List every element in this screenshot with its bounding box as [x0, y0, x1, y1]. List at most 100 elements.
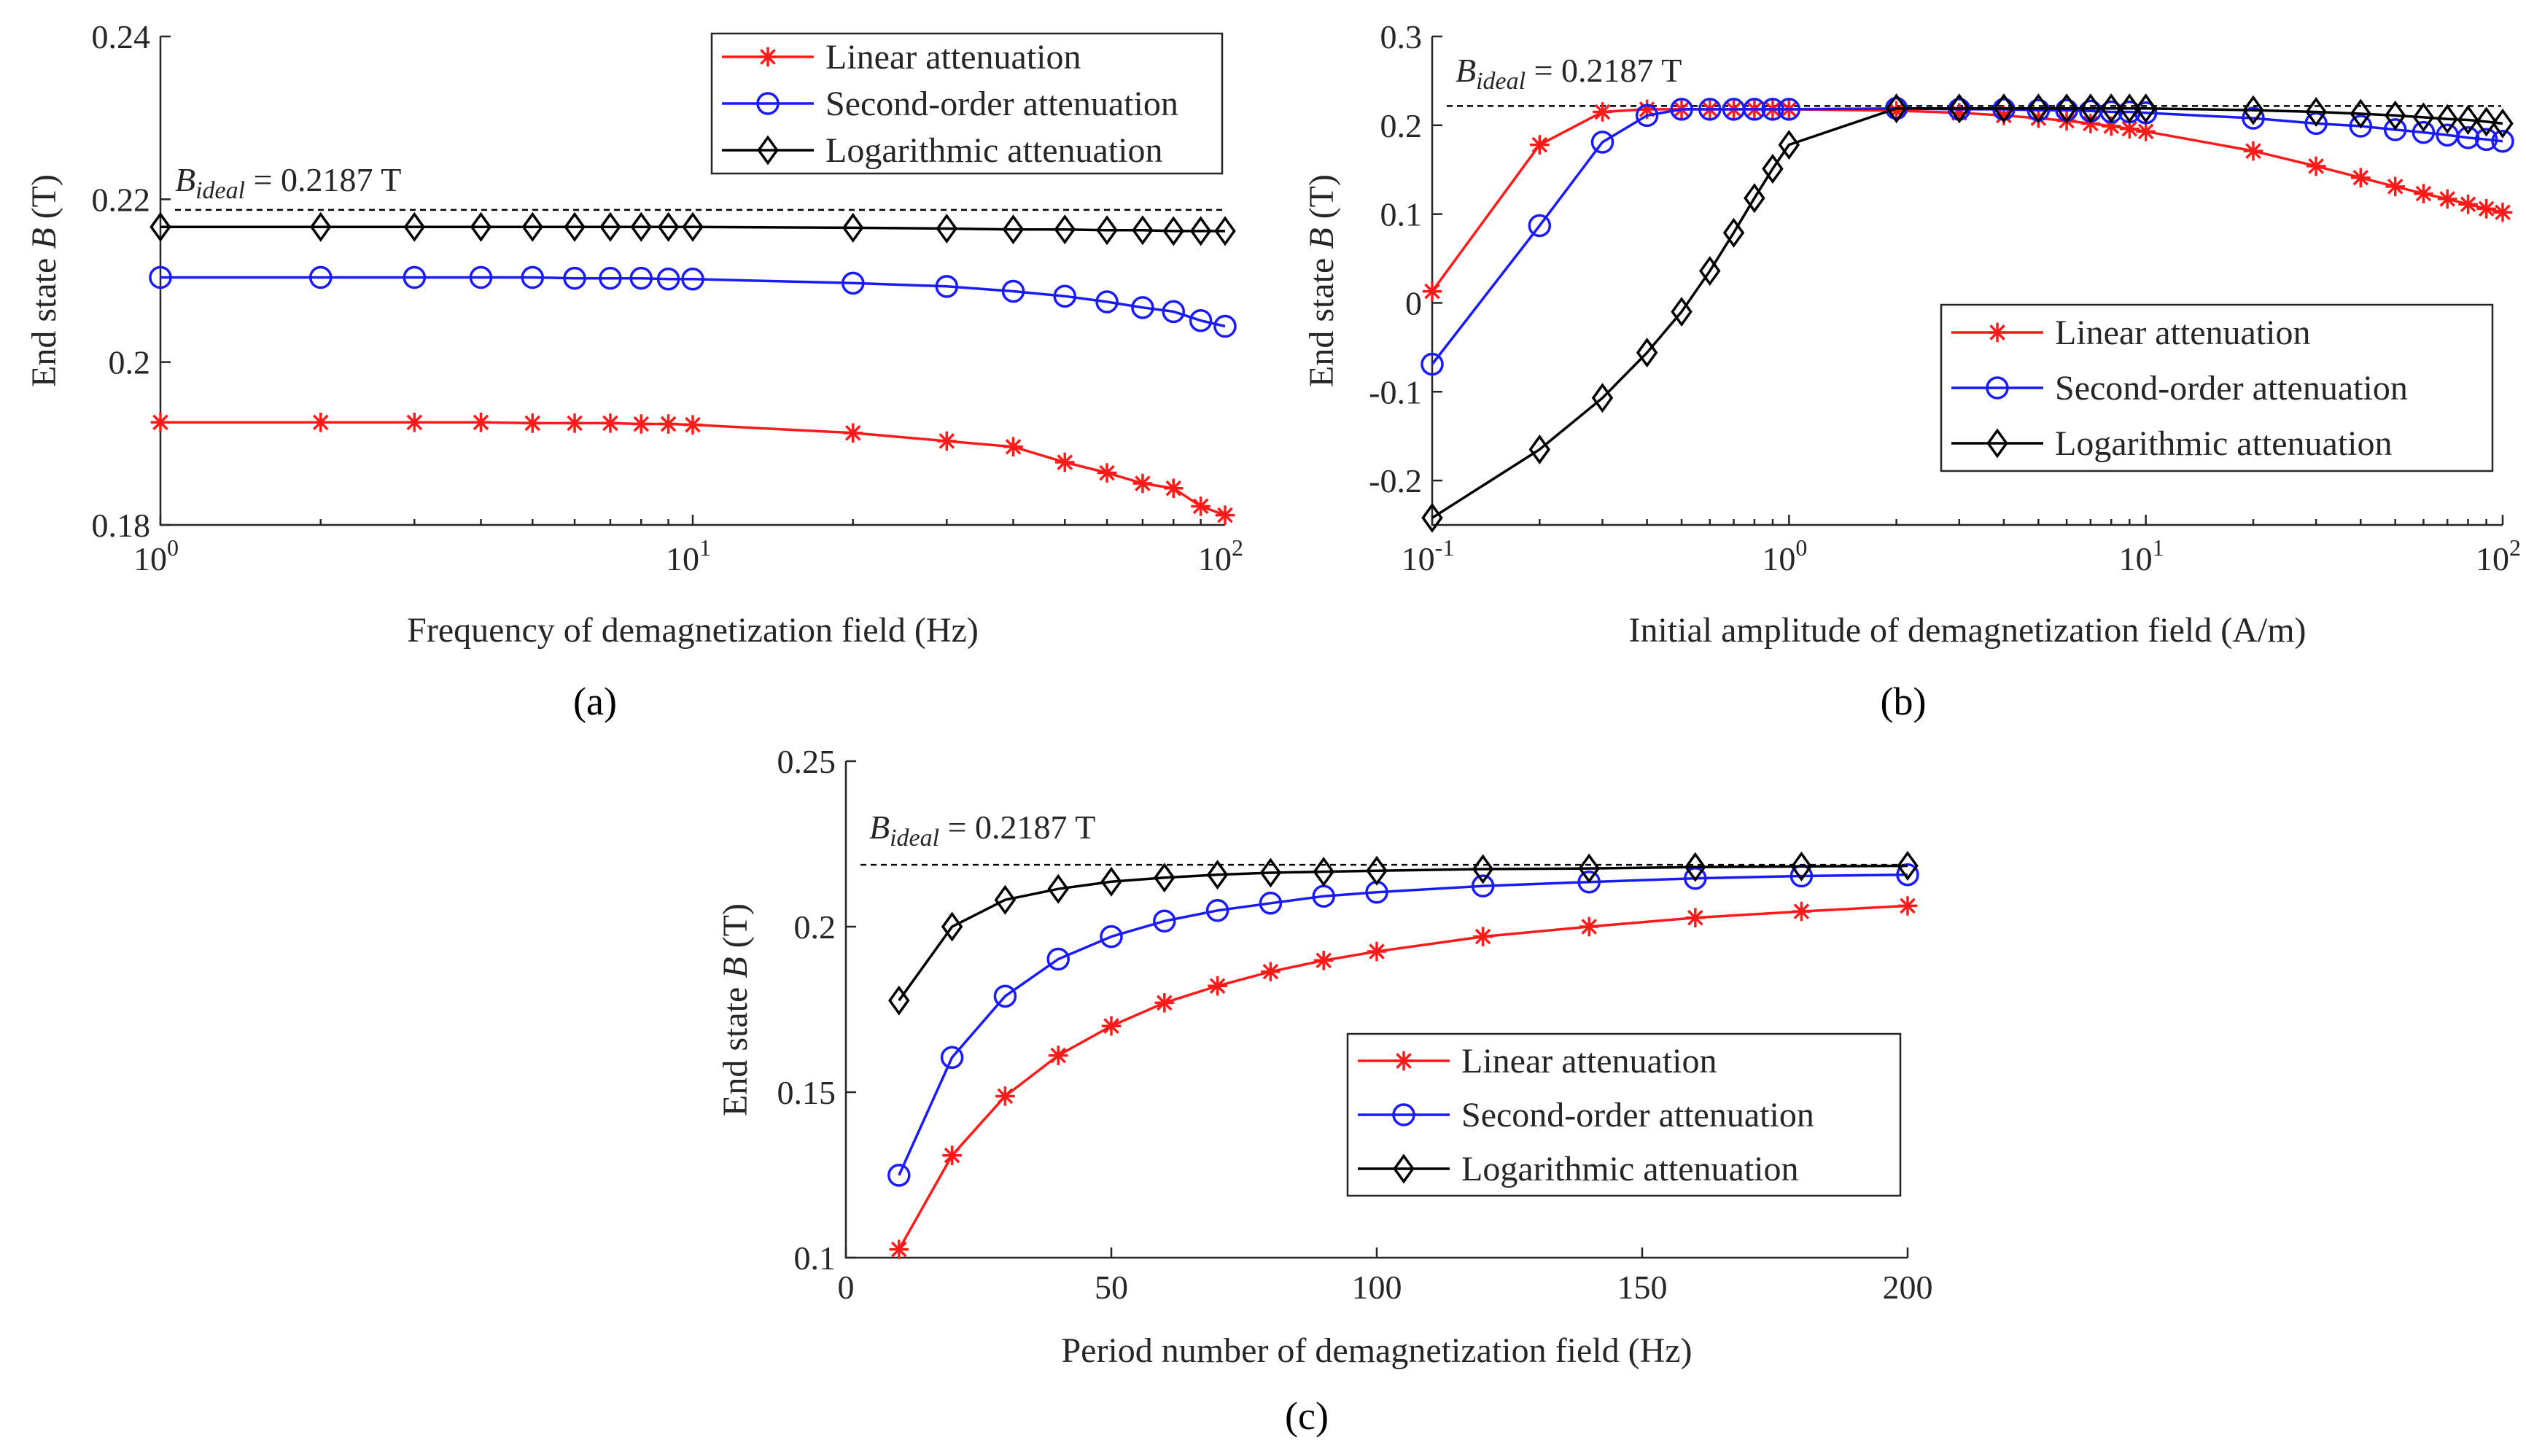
data-point-diamond: [2384, 100, 2406, 131]
series-log: [149, 211, 1236, 246]
data-point-star: [2476, 199, 2496, 219]
series-line: [898, 864, 1908, 1002]
data-point-circle: [1095, 290, 1119, 314]
data-point-circle: [1131, 296, 1154, 319]
data-point-star: [683, 415, 703, 435]
star-stroke: [2415, 185, 2432, 202]
star-stroke: [2478, 201, 2495, 217]
star-stroke: [938, 433, 955, 449]
data-point-star: [1208, 976, 1227, 996]
data-point-circle: [1528, 214, 1552, 238]
star-stroke: [2460, 196, 2476, 213]
data-point-diamond: [2492, 108, 2514, 139]
data-point-star: [311, 413, 331, 432]
x-tick-label: 101: [666, 534, 711, 577]
legend-label: Linear attenuation: [2055, 314, 2311, 352]
ideal-label-value: = 0.2187 T: [1526, 52, 1682, 89]
data-point-star: [1003, 437, 1023, 457]
data-point-star: [1792, 901, 1811, 922]
data-point-circle: [2412, 120, 2436, 144]
legend-label: Second-order attenuation: [2055, 369, 2408, 408]
star-stroke: [524, 415, 541, 432]
data-point-diamond: [403, 211, 426, 242]
star-stroke: [890, 1241, 907, 1258]
data-point-circle: [1590, 131, 1614, 154]
legend: Linear attenuation Second-order attenuati…: [710, 32, 1224, 175]
x-tick-exponent: 0: [1795, 534, 1807, 561]
data-point-diamond: [1986, 428, 2008, 459]
y-label-prefix: End state: [1302, 249, 1341, 387]
y-label-variable: B: [716, 957, 755, 978]
data-point-circle: [2383, 118, 2407, 141]
data-point-diamond: [1993, 93, 2015, 124]
data-point-star: [471, 413, 491, 432]
data-point-star: [2350, 168, 2371, 187]
data-point-circle: [887, 1164, 911, 1187]
star-stroke: [1262, 963, 1279, 980]
panel-caption: (c): [1285, 1394, 1329, 1438]
x-tick-label: 10-1: [1402, 534, 1455, 577]
data-point-diamond: [1421, 502, 1443, 533]
x-tick-base: 10: [1198, 540, 1232, 577]
data-point-diamond: [1578, 853, 1600, 884]
data-point-diamond: [2475, 106, 2498, 137]
data-point-star: [2385, 176, 2405, 197]
data-point-diamond: [1002, 214, 1025, 245]
series-line: [1431, 106, 2503, 519]
data-point-star: [1097, 463, 1117, 483]
x-axis-label: Period number of demagnetization field (…: [1061, 1331, 1692, 1370]
data-point-star: [1163, 478, 1184, 499]
data-point-circle: [1046, 947, 1070, 971]
legend-item: Logarithmic attenuation: [1358, 1150, 1799, 1188]
data-point-star: [2437, 189, 2457, 209]
x-tick-label: 50: [1095, 1269, 1128, 1306]
data-point-diamond: [941, 911, 963, 942]
star-stroke: [1369, 943, 1385, 959]
data-point-circle: [149, 265, 172, 289]
data-point-star: [1191, 497, 1210, 516]
y-axis-label: End state B (T): [25, 174, 63, 387]
legend: Linear attenuation Second-order attenuati…: [1940, 303, 2494, 472]
y-tick-label: 0.3: [1380, 18, 1423, 55]
star-stroke: [2308, 158, 2324, 174]
star-stroke: [1135, 475, 1151, 491]
x-tick-exponent: 1: [699, 534, 711, 561]
x-tick-label: 0: [838, 1269, 855, 1306]
data-point-diamond: [1313, 857, 1334, 887]
x-tick-base: 10: [2476, 540, 2509, 577]
data-point-circle: [1698, 98, 1722, 121]
star-stroke: [1217, 507, 1233, 523]
x-axis-label: Frequency of demagnetization field (Hz): [407, 611, 979, 650]
data-point-diamond: [309, 211, 332, 242]
legend-item: Linear attenuation: [1358, 1042, 1717, 1081]
data-point-diamond: [1047, 873, 1069, 904]
x-tick-label: 200: [1883, 1269, 1933, 1306]
star-stroke: [1316, 952, 1332, 969]
star-stroke: [1531, 136, 1548, 153]
data-point-diamond: [2350, 98, 2372, 129]
x-tick-exponent: -1: [1435, 534, 1455, 561]
x-tick-label: 102: [1198, 534, 1243, 577]
legend-label: Logarithmic attenuation: [825, 131, 1163, 170]
data-point-diamond: [1096, 215, 1118, 246]
legend-item: Linear attenuation: [722, 38, 1081, 77]
star-stroke: [1192, 498, 1209, 515]
data-point-diamond: [2457, 105, 2479, 136]
star-stroke: [2495, 204, 2511, 221]
data-point-circle: [1635, 104, 1659, 128]
data-point-star: [936, 431, 957, 451]
data-point-star: [758, 47, 778, 67]
star-stroke: [1474, 928, 1491, 945]
data-point-diamond: [1671, 297, 1693, 327]
data-point-diamond: [1100, 866, 1122, 897]
data-point-star: [600, 413, 621, 433]
data-point-circle: [2304, 112, 2328, 136]
x-axis-label: Initial amplitude of demagnetization fie…: [1628, 611, 2306, 650]
series-second: [149, 265, 1237, 338]
y-tick-label: 0.25: [777, 743, 836, 780]
data-point-circle: [935, 275, 959, 298]
y-tick-label: 0.24: [92, 18, 151, 55]
data-point-circle: [309, 265, 333, 289]
series-log: [1421, 93, 2514, 533]
data-point-star: [2136, 122, 2156, 141]
